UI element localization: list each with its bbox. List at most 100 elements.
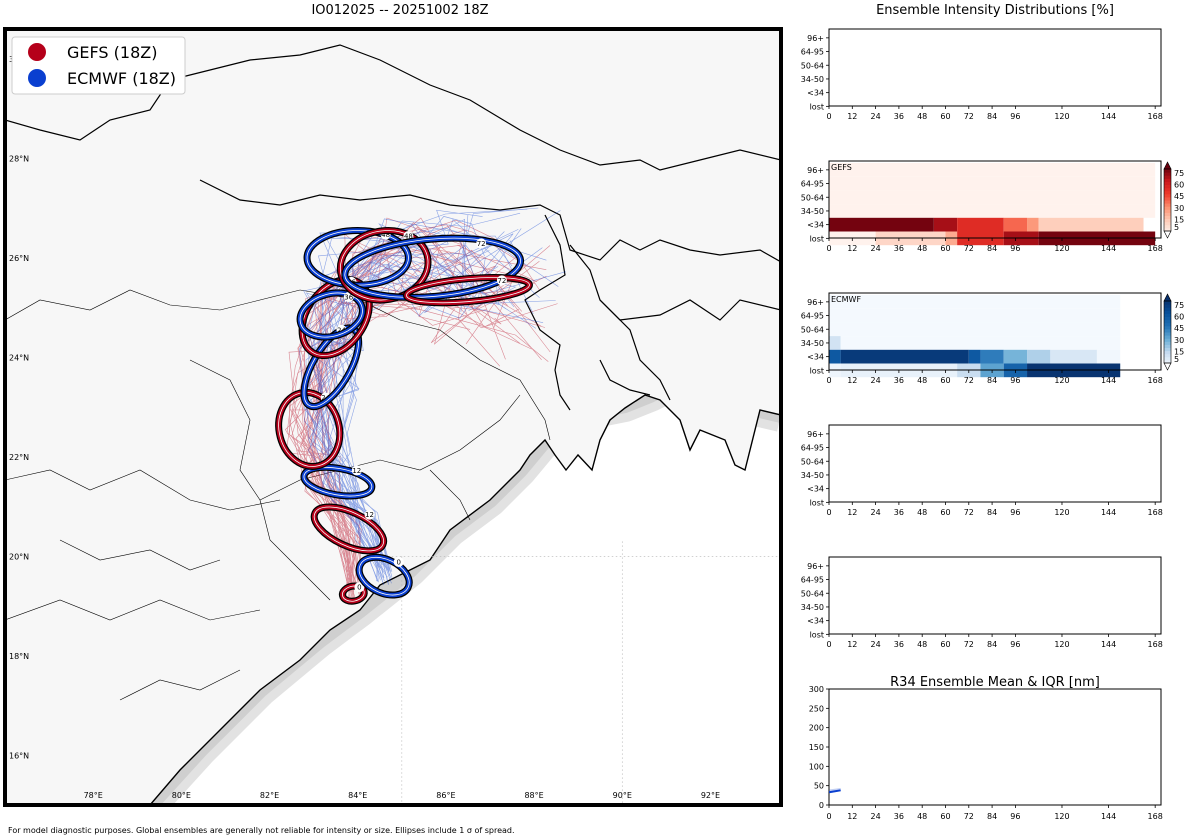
heat-cell — [933, 217, 958, 232]
y-tick-label: 50-64 — [801, 457, 824, 466]
heat-cell — [829, 163, 1156, 177]
spread-ellipse-ecmwf-72 — [341, 234, 525, 301]
colorbar-step — [1164, 335, 1171, 339]
x-tick-label: 168 — [1148, 508, 1163, 517]
heat-cell — [1038, 217, 1144, 232]
y-tick-label: 64-95 — [801, 576, 824, 585]
lat-tick-label: 16°N — [9, 751, 29, 760]
spread-ellipse-ecmwf-0 — [355, 553, 413, 599]
x-tick-label: 120 — [1054, 376, 1069, 385]
colorbar-step — [1164, 193, 1171, 198]
y-tick-label: lost — [810, 630, 824, 639]
r34-panel: R34 Ensemble Mean & IQR [nm] 0 50 100 150 20… — [809, 675, 1163, 821]
lon-tick-label: 78°E — [84, 791, 103, 800]
country-borders — [5, 44, 781, 411]
heat-cell — [829, 308, 1121, 323]
x-tick-label: 48 — [917, 376, 927, 385]
y-tick-label: <34 — [807, 485, 824, 494]
x-tick-label: 84 — [987, 640, 997, 649]
y-tick-label: 50 — [814, 782, 824, 791]
ellipse-highlight — [341, 585, 365, 602]
x-tick-label: 24 — [871, 244, 881, 253]
colorbar-step — [1164, 175, 1171, 179]
x-tick-label: 120 — [1054, 244, 1069, 253]
colorbar-step — [1164, 341, 1171, 345]
colorbar-frame — [1163, 168, 1172, 232]
lon-tick-label: 86°E — [436, 791, 455, 800]
x-tick-label: 60 — [940, 640, 950, 649]
colorbar-step — [1164, 169, 1171, 173]
member-track — [298, 261, 540, 599]
r34-mean-line — [828, 789, 841, 794]
x-tick-label: 60 — [940, 376, 950, 385]
x-tick-label: 0 — [826, 376, 831, 385]
lat-tick-label: 28°N — [9, 154, 29, 163]
heat-cell — [980, 349, 1004, 364]
x-tick-label: 24 — [871, 812, 881, 821]
hour-label: 48 — [404, 233, 413, 241]
x-tick-label: 60 — [940, 244, 950, 253]
hour-label: 48 — [381, 231, 390, 239]
heat-cell — [829, 190, 1156, 205]
y-tick-label: <34 — [807, 353, 824, 362]
map-title: IO012025 -- 20251002 18Z — [311, 3, 489, 18]
x-tick-label: 24 — [871, 508, 881, 517]
x-tick-label: 12 — [847, 640, 857, 649]
x-tick-label: 36 — [894, 244, 904, 253]
hour-label-bg — [476, 238, 487, 249]
x-tick-label: 12 — [847, 244, 857, 253]
y-tick-label: 34-50 — [801, 339, 824, 348]
colorbar-step — [1164, 227, 1171, 232]
member-track — [304, 214, 469, 569]
colorbar-step — [1164, 218, 1171, 223]
x-tick-label: 12 — [847, 508, 857, 517]
y-tick-label: 150 — [809, 743, 824, 752]
colorbar-tick-label: 45 — [1174, 324, 1184, 333]
lon-tick-label: 88°E — [524, 791, 543, 800]
hour-label: 36 — [344, 294, 353, 302]
lon-tick-label: 92°E — [701, 791, 720, 800]
colorbar-step — [1164, 313, 1171, 317]
y-tick-label: lost — [810, 234, 824, 243]
colorbar-step — [1164, 353, 1171, 358]
heat-cell — [829, 336, 841, 350]
heat-cell — [1096, 349, 1121, 364]
y-tick-label: <34 — [807, 221, 824, 230]
hour-label: 12 — [352, 467, 361, 475]
colorbar-step — [1164, 332, 1171, 336]
x-tick-label: 96 — [1010, 508, 1020, 517]
legend-box — [11, 36, 186, 95]
x-tick-label: 72 — [964, 112, 974, 121]
colorbar-step — [1164, 209, 1171, 213]
spread-ellipse-ecmwf-12 — [300, 463, 376, 500]
x-tick-label: 72 — [964, 508, 974, 517]
y-tick-label: 34-50 — [801, 207, 824, 216]
x-tick-label: 168 — [1148, 244, 1163, 253]
colorbar-step — [1164, 301, 1171, 305]
x-tick-label: 144 — [1101, 812, 1116, 821]
colorbar-tick-label: 30 — [1174, 336, 1184, 345]
lat-tick-label: 22°N — [9, 453, 29, 462]
y-tick-label: 100 — [809, 762, 824, 771]
x-tick-label: 120 — [1054, 112, 1069, 121]
x-tick-label: 24 — [871, 640, 881, 649]
legend-marker-gefs — [28, 43, 46, 61]
colorbar-step — [1164, 203, 1171, 207]
heat-cell — [829, 322, 1121, 337]
x-tick-label: 48 — [917, 640, 927, 649]
colorbar-tick-label: 75 — [1174, 169, 1184, 178]
colorbar-tick-label: 5 — [1174, 223, 1179, 232]
spread-ellipse-gefs-12 — [310, 503, 388, 555]
heat-cell — [1027, 349, 1051, 364]
colorbar-step — [1164, 310, 1171, 314]
colorbar-extend-top — [1163, 293, 1172, 302]
colorbar-step — [1164, 196, 1171, 201]
y-tick-label: 64-95 — [801, 180, 824, 189]
lon-tick-label: 90°E — [613, 791, 632, 800]
x-tick-label: 48 — [917, 244, 927, 253]
